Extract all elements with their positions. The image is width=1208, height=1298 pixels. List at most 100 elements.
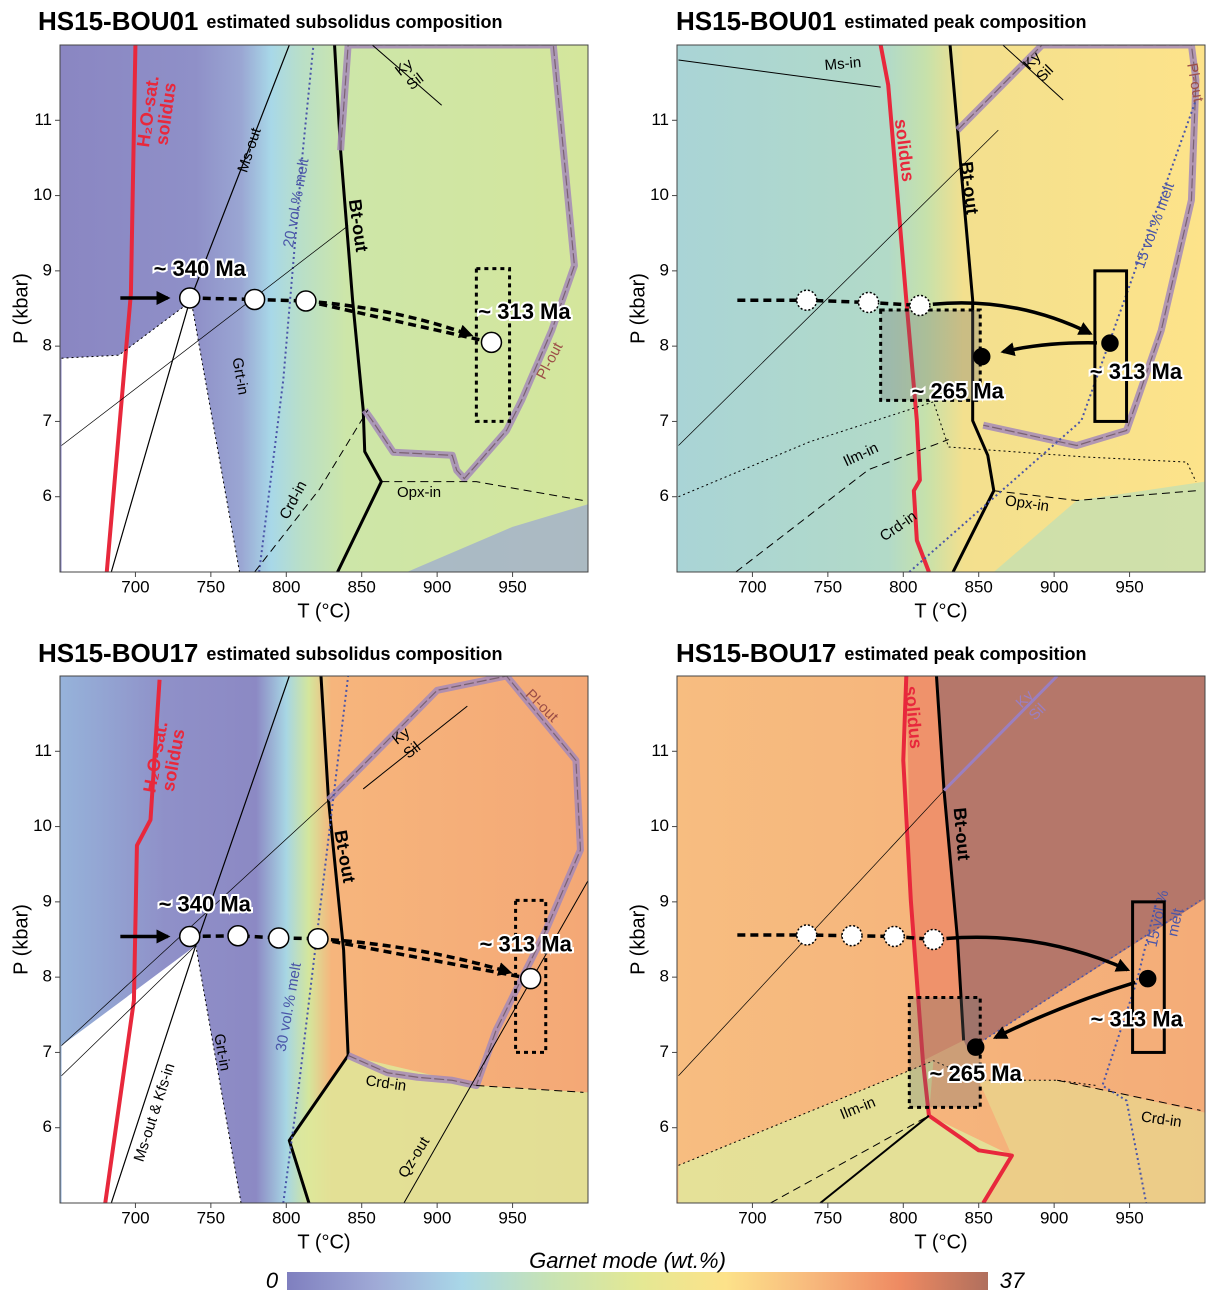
pt-point xyxy=(841,924,863,947)
y-tick-label: 11 xyxy=(651,741,669,760)
phase-boundary xyxy=(942,676,1059,792)
phase-boundary xyxy=(678,129,999,446)
phase-boundary xyxy=(190,300,241,572)
y-tick-label: 10 xyxy=(33,816,52,835)
x-tick-label: 850 xyxy=(348,577,376,596)
x-tick-label: 750 xyxy=(197,577,225,596)
pt-point xyxy=(267,927,290,949)
phase-boundary xyxy=(476,1085,584,1093)
x-tick-label: 750 xyxy=(197,1208,225,1227)
phase-boundary xyxy=(1057,1079,1201,1111)
x-tick-label: 800 xyxy=(272,1208,300,1227)
line-label-group: Bt-out xyxy=(950,807,975,862)
title-sample: HS15-BOU01 xyxy=(38,6,198,36)
x-tick-label: 950 xyxy=(1115,577,1143,596)
pt-box xyxy=(1131,900,1166,1054)
y-tick-label: 7 xyxy=(43,1042,52,1061)
x-tick-label: 850 xyxy=(965,577,993,596)
pt-point xyxy=(295,290,317,312)
title-subtitle: estimated peak composition xyxy=(844,12,1086,32)
y-tick-label: 8 xyxy=(43,967,52,986)
line-label-group: Opx-in xyxy=(397,484,441,501)
garnet-field-region xyxy=(906,676,964,1061)
pt-path xyxy=(932,301,1093,335)
line-label: Grt-in xyxy=(210,1032,233,1072)
phase-boundary-core xyxy=(957,45,1197,447)
y-tick-label: 8 xyxy=(660,336,669,355)
pt-path xyxy=(330,937,513,976)
x-tick-label: 900 xyxy=(423,1208,451,1227)
pt-path xyxy=(946,935,1131,972)
title-subtitle: estimated subsolidus composition xyxy=(206,12,502,32)
title-subtitle: estimated subsolidus composition xyxy=(206,644,502,664)
line-label-group: Grt-in xyxy=(210,1032,233,1072)
panel-title: HS15-BOU01 estimated subsolidus compositi… xyxy=(38,6,502,36)
y-tick-label: 11 xyxy=(651,110,669,129)
pt-point xyxy=(857,291,880,314)
pt-point xyxy=(795,924,818,946)
y-tick-label: 6 xyxy=(660,1117,669,1136)
phase-boundary xyxy=(948,45,996,572)
garnet-field-region xyxy=(993,481,1205,572)
x-axis-label: T (°C) xyxy=(297,1231,350,1253)
x-axis-label: T (°C) xyxy=(914,600,967,622)
title-sample: HS15-BOU17 xyxy=(676,638,836,668)
pt-point xyxy=(966,1038,985,1056)
pt-point xyxy=(307,927,329,950)
pt-point xyxy=(178,287,201,309)
age-label: ~ 340 Ma xyxy=(154,256,247,281)
line-label-group: Grt-in xyxy=(228,356,251,396)
title-subtitle: estimated peak composition xyxy=(844,644,1086,664)
phase-boundary xyxy=(195,945,242,1203)
phase-boundary xyxy=(381,481,584,501)
phase-boundary xyxy=(258,45,315,572)
plot-frame xyxy=(676,675,1206,1204)
y-tick-label: 9 xyxy=(660,260,669,279)
plot-area xyxy=(677,676,1205,1203)
y-tick-label: 10 xyxy=(650,816,669,835)
line-label: Pl-out xyxy=(1183,62,1207,104)
phase-boundary xyxy=(282,676,350,1203)
panel-title: HS15-BOU17 estimated peak composition xyxy=(676,638,1086,668)
x-tick-label: 900 xyxy=(1040,577,1068,596)
phase-boundary xyxy=(1002,45,1064,101)
colorbar-label: Garnet mode (wt.%) xyxy=(529,1248,726,1273)
colorbar xyxy=(287,1272,988,1290)
pt-path xyxy=(992,980,1136,1040)
line-label-group: Crd-in xyxy=(1140,1108,1183,1131)
phase-boundary xyxy=(678,59,881,88)
x-tick-label: 800 xyxy=(272,577,300,596)
panel: HS15-BOU01 estimated peak compositionsoli… xyxy=(627,6,1207,622)
age-label: ~ 313 Ma xyxy=(1090,359,1183,384)
pt-point xyxy=(519,967,542,990)
x-tick-label: 900 xyxy=(1040,1208,1068,1227)
y-tick-label: 9 xyxy=(43,260,52,279)
pt-point xyxy=(243,288,266,311)
garnet-field-region xyxy=(61,945,242,1203)
y-axis-label: P (kbar) xyxy=(627,904,649,975)
phase-boundary xyxy=(61,945,197,1077)
x-tick-label: 700 xyxy=(738,1208,766,1227)
phase-boundary xyxy=(908,99,1197,572)
age-label: ~ 313 Ma xyxy=(1091,1006,1184,1031)
phase-boundary xyxy=(967,899,1201,1051)
y-tick-label: 7 xyxy=(43,411,52,430)
line-label-group: Ms-in xyxy=(824,54,862,74)
x-tick-label: 900 xyxy=(423,577,451,596)
colorbar-tick-label: 0 xyxy=(266,1268,279,1293)
line-label: Opx-in xyxy=(397,484,441,501)
phase-boundary xyxy=(254,409,369,572)
y-axis-label: P (kbar) xyxy=(627,273,649,344)
line-label-group: Opx-in xyxy=(1004,492,1050,515)
x-tick-label: 850 xyxy=(348,1208,376,1227)
phase-boundary xyxy=(901,676,1014,1203)
phase-boundary xyxy=(934,676,966,1041)
panel: HS15-BOU17 estimated peak compositionsoli… xyxy=(627,638,1206,1253)
age-label: ~ 265 Ma xyxy=(912,378,1005,403)
y-tick-label: 6 xyxy=(43,1117,52,1136)
garnet-field xyxy=(677,45,1205,572)
phase-boundary xyxy=(287,676,350,1203)
line-label-group: Crd-in xyxy=(365,1072,408,1095)
